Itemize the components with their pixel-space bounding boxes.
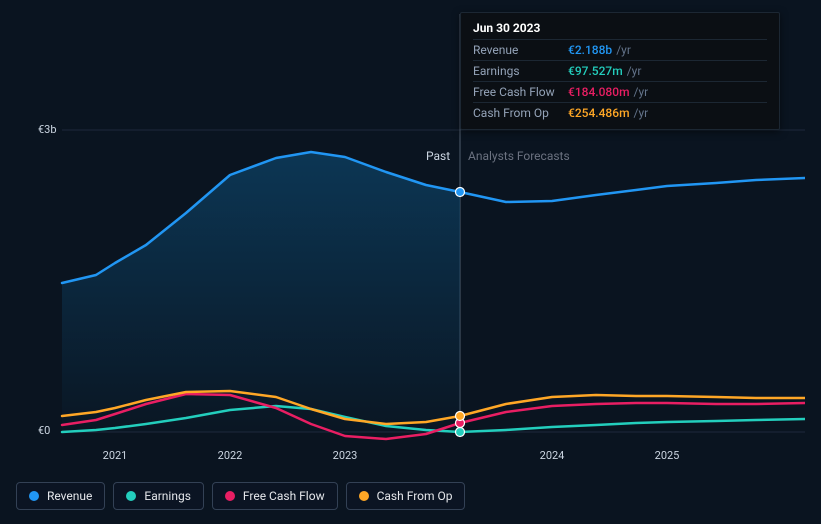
tooltip-row-suffix: /yr bbox=[634, 85, 649, 99]
tooltip-row: Free Cash Flow€184.080m/yr bbox=[473, 81, 767, 102]
y-tick-zero: €0 bbox=[38, 424, 50, 437]
tooltip-row-value: €254.486m bbox=[568, 106, 630, 120]
tooltip-row-label: Cash From Op bbox=[473, 106, 568, 120]
legend-swatch bbox=[359, 491, 369, 501]
tooltip-row-value: €97.527m bbox=[568, 64, 623, 78]
data-tooltip: Jun 30 2023 Revenue€2.188b/yrEarnings€97… bbox=[460, 12, 780, 130]
x-tick: 2023 bbox=[333, 449, 358, 462]
legend-swatch bbox=[29, 491, 39, 501]
legend: Revenue Earnings Free Cash Flow Cash From O… bbox=[16, 482, 465, 510]
tooltip-row: Revenue€2.188b/yr bbox=[473, 39, 767, 60]
tooltip-row: Cash From Op€254.486m/yr bbox=[473, 102, 767, 123]
y-tick-max: €3b bbox=[38, 123, 57, 136]
tooltip-row-value: €2.188b bbox=[568, 43, 612, 57]
x-tick: 2024 bbox=[540, 449, 565, 462]
legend-label: Cash From Op bbox=[377, 489, 453, 503]
tooltip-row-suffix: /yr bbox=[634, 106, 649, 120]
forecast-label: Analysts Forecasts bbox=[468, 149, 570, 163]
tooltip-date: Jun 30 2023 bbox=[473, 21, 767, 35]
tooltip-row-suffix: /yr bbox=[627, 64, 642, 78]
financial-forecast-chart: €3b €0 Past Analysts Forecasts 202120222… bbox=[0, 0, 821, 524]
tooltip-row-suffix: /yr bbox=[616, 43, 631, 57]
x-tick: 2025 bbox=[655, 449, 680, 462]
tooltip-row-label: Earnings bbox=[473, 64, 568, 78]
legend-label: Revenue bbox=[47, 489, 92, 503]
legend-item-free-cash-flow[interactable]: Free Cash Flow bbox=[212, 482, 338, 510]
tooltip-row-label: Revenue bbox=[473, 43, 568, 57]
legend-item-cash-from-op[interactable]: Cash From Op bbox=[346, 482, 466, 510]
x-tick: 2022 bbox=[218, 449, 243, 462]
tooltip-row-value: €184.080m bbox=[568, 85, 630, 99]
x-tick: 2021 bbox=[103, 449, 128, 462]
tooltip-row: Earnings€97.527m/yr bbox=[473, 60, 767, 81]
legend-label: Free Cash Flow bbox=[243, 489, 325, 503]
legend-label: Earnings bbox=[144, 489, 191, 503]
legend-item-earnings[interactable]: Earnings bbox=[113, 482, 204, 510]
legend-swatch bbox=[225, 491, 235, 501]
legend-item-revenue[interactable]: Revenue bbox=[16, 482, 105, 510]
x-axis-labels: 2021 2022 2023 2024 2025 bbox=[16, 445, 805, 465]
tooltip-row-label: Free Cash Flow bbox=[473, 85, 568, 99]
past-label: Past bbox=[426, 149, 450, 163]
legend-swatch bbox=[126, 491, 136, 501]
